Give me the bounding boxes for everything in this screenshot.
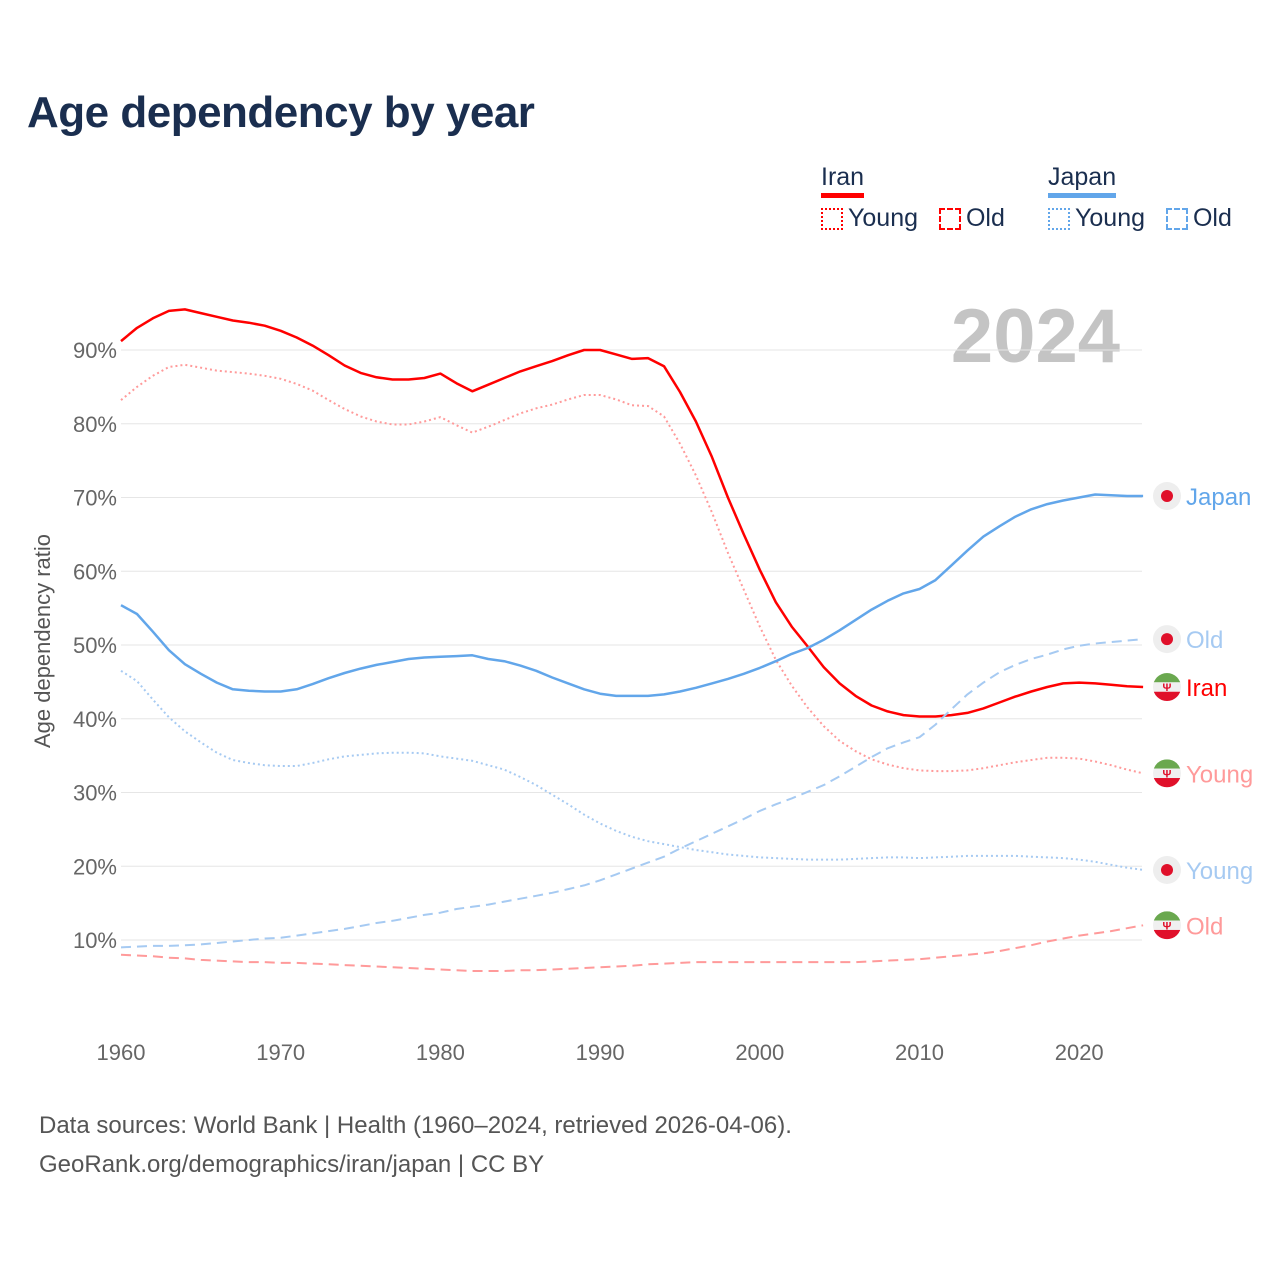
legend-japan: Japan Young Old: [1048, 162, 1246, 237]
dotted-swatch-icon: [1048, 207, 1070, 230]
y-tick-label: 10%: [73, 928, 117, 953]
legend-country-iran: Iran: [821, 162, 865, 198]
y-tick-label: 90%: [73, 338, 117, 363]
series-line-japan-old[interactable]: [120, 638, 1144, 949]
y-tick-label: 80%: [73, 412, 117, 437]
legend-label: Young: [1075, 204, 1145, 232]
x-tick-label: 1990: [576, 1040, 625, 1065]
series-line-iran-old[interactable]: [120, 924, 1144, 972]
series-line-japan[interactable]: [120, 493, 1144, 698]
y-tick-label: 40%: [73, 707, 117, 732]
y-tick-label: 60%: [73, 559, 117, 584]
iran-flag-icon: Ψ: [1153, 759, 1181, 788]
source-link[interactable]: GeoRank.org/demographics/iran/japan | CC…: [39, 1151, 545, 1178]
legend-item-japan-old[interactable]: Old: [1165, 204, 1232, 233]
japan-flag-icon: [1153, 482, 1181, 511]
svg-text:Ψ: Ψ: [1163, 920, 1172, 932]
series-line-japan-young[interactable]: [120, 669, 1144, 871]
y-tick-label: 50%: [73, 633, 117, 658]
legend-country-japan: Japan: [1048, 162, 1117, 198]
x-tick-label: 1970: [256, 1040, 305, 1065]
legend-iran: Iran Young Old: [821, 162, 1019, 237]
iran-flag-icon: Ψ: [1153, 673, 1181, 702]
legend-item-iran-young[interactable]: Young: [821, 204, 918, 233]
series-line-iran-young[interactable]: [120, 363, 1144, 775]
y-tick-label: 70%: [73, 486, 117, 511]
chart-title: Age dependency by year: [27, 88, 535, 137]
x-tick-label: 2010: [895, 1040, 944, 1065]
japan-flag-icon: [1153, 855, 1181, 884]
dotted-swatch-icon: [821, 207, 843, 230]
y-axis-label: Age dependency ratio: [30, 534, 55, 748]
legend-label: Old: [965, 204, 1005, 232]
series-end-label: Iran: [1186, 675, 1227, 702]
x-tick-label: 2000: [735, 1040, 784, 1065]
series-line-iran[interactable]: [120, 308, 1144, 718]
series-end-label: Young: [1186, 761, 1253, 788]
series-end-label: Japan: [1186, 484, 1251, 511]
series-end-label: Old: [1186, 627, 1223, 654]
year-watermark: 2024: [951, 294, 1120, 379]
series-end-label: Old: [1186, 913, 1223, 940]
legend-item-iran-old[interactable]: Old: [938, 204, 1005, 233]
source-note: Data sources: World Bank | Health (1960–…: [39, 1106, 792, 1184]
svg-text:Ψ: Ψ: [1163, 682, 1172, 694]
legend-item-japan-young[interactable]: Young: [1048, 204, 1145, 233]
source-line: Data sources: World Bank | Health (1960–…: [39, 1112, 792, 1139]
x-tick-label: 2020: [1055, 1040, 1104, 1065]
svg-text:Ψ: Ψ: [1163, 768, 1172, 780]
y-tick-label: 20%: [73, 854, 117, 879]
x-tick-label: 1980: [416, 1040, 465, 1065]
series-end-label: Young: [1186, 858, 1253, 885]
dashed-swatch-icon: [1165, 207, 1188, 230]
legend-label: Young: [848, 204, 918, 232]
iran-flag-icon: Ψ: [1153, 911, 1181, 940]
x-tick-label: 1960: [97, 1040, 146, 1065]
japan-flag-icon: [1153, 625, 1181, 654]
legend-label: Old: [1192, 204, 1232, 232]
y-tick-label: 30%: [73, 781, 117, 806]
dashed-swatch-icon: [938, 207, 961, 230]
